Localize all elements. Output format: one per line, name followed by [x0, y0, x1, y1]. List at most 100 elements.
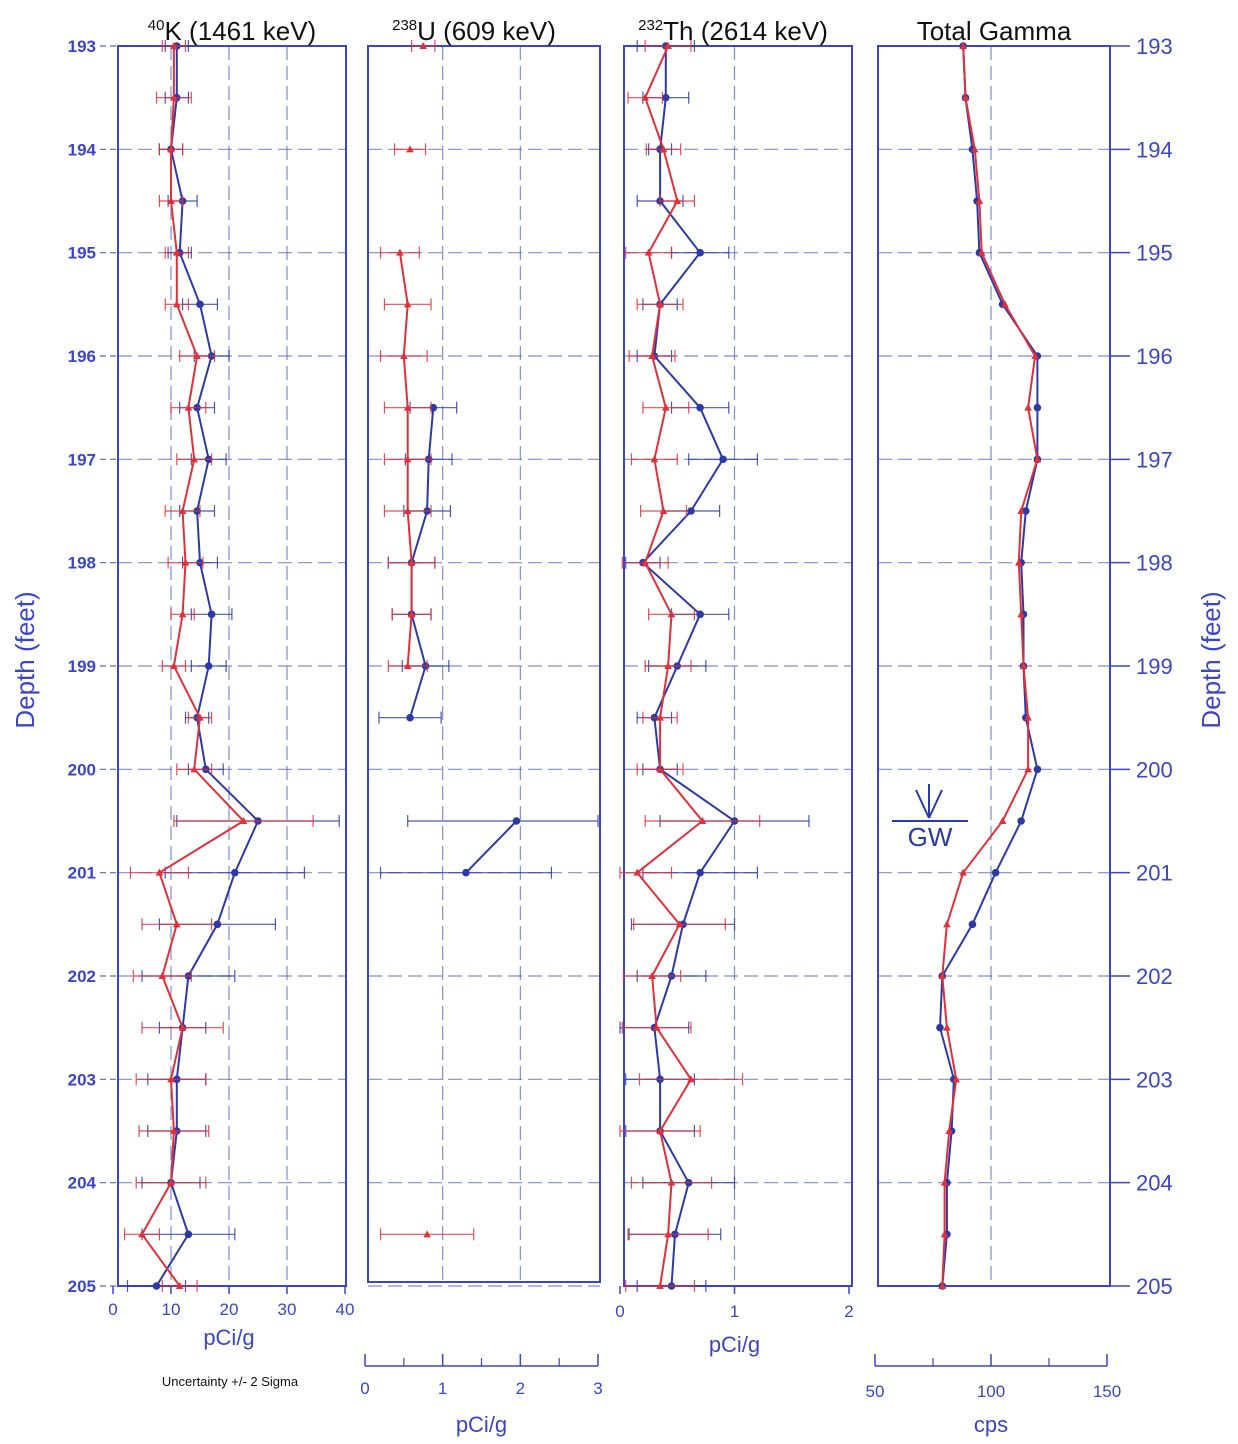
data-point [687, 1075, 695, 1083]
data-point [648, 972, 656, 979]
x-tick-label: 10 [162, 1300, 181, 1319]
data-point [662, 93, 670, 102]
data-point [662, 403, 670, 411]
depth-axis-title-left: Depth (feet) [10, 591, 40, 728]
x-tick-label: 0 [360, 1379, 369, 1398]
data-point [423, 1230, 431, 1238]
data-point [403, 507, 412, 514]
depth-tick-label-left: 197 [68, 450, 96, 469]
data-point [1017, 610, 1025, 618]
panel-4: Total Gamma 50 100 150 cps [866, 16, 1122, 1437]
data-point [675, 920, 684, 928]
data-point [213, 920, 222, 929]
data-point [158, 972, 167, 979]
data-point [403, 300, 412, 308]
series-series_a [123, 40, 314, 1292]
data-point [667, 610, 676, 618]
series-series_a [411, 40, 436, 52]
x-tick-label: 30 [278, 1300, 297, 1319]
series-series_a [393, 143, 427, 156]
panel-frame [117, 45, 347, 1287]
depth-tick-label-left: 201 [68, 864, 96, 883]
panel-title: 238U (609 keV) [392, 16, 556, 46]
data-point [406, 145, 414, 153]
depth-tick-label-left: 203 [68, 1070, 96, 1089]
data-point [656, 1282, 664, 1289]
data-point [184, 403, 193, 411]
data-point [462, 868, 470, 877]
data-point [1033, 403, 1042, 412]
depth-tick-label-left: 205 [68, 1277, 96, 1296]
data-point [652, 1023, 661, 1031]
panel-2: 238U (609 keV) 0 1 2 3 pCi/g [360, 16, 602, 1437]
depth-axis-left: 193 194 195 196 197 198 199 200 201 202 203 204 205 [68, 37, 118, 1296]
depth-tick-label-left: 198 [68, 554, 96, 573]
x-axis: 0 10 20 30 40 pCi/g [108, 1286, 354, 1350]
data-point [204, 662, 213, 670]
data-point [419, 42, 428, 49]
data-point [936, 1023, 944, 1032]
depth-tick-label-left: 200 [68, 760, 96, 779]
depth-tick-label-right: 198 [1136, 551, 1173, 576]
data-point [641, 558, 649, 566]
data-point [1015, 558, 1023, 566]
data-point [644, 248, 653, 256]
data-point [175, 1282, 184, 1289]
data-point [1031, 352, 1039, 359]
depth-tick-label-left: 193 [68, 37, 96, 56]
panel-title-superscript: 238 [392, 17, 417, 34]
data-point [940, 1178, 949, 1186]
data-point [696, 403, 704, 412]
depth-tick-label-left: 195 [68, 244, 96, 263]
series-series_b [379, 815, 599, 879]
data-point [196, 713, 204, 721]
data-point [945, 1127, 954, 1134]
data-point [664, 662, 672, 669]
depth-axis-right: 193 194 195 196 197 198 199 200 201 202 203 204 205 [1110, 34, 1173, 1299]
panel-title-main: K (1461 keV) [164, 16, 316, 46]
data-point [940, 1230, 949, 1238]
data-point [207, 610, 216, 619]
x-axis: 0 1 2 3 pCi/g [360, 1354, 603, 1437]
x-axis: 50 100 150 cps [866, 1354, 1121, 1437]
x-tick-label: 1 [438, 1379, 447, 1398]
data-point [407, 610, 416, 618]
data-point [403, 455, 412, 463]
data-point [656, 1127, 664, 1134]
data-point [650, 455, 659, 463]
panel-title: Total Gamma [917, 16, 1072, 46]
data-point [975, 197, 984, 204]
x-tick-label: 2 [844, 1302, 853, 1321]
panel-title-superscript: 232 [638, 17, 663, 34]
data-point [1001, 300, 1009, 308]
data-point [178, 1023, 187, 1031]
data-point [155, 868, 164, 876]
depth-tick-label-left: 196 [68, 347, 96, 366]
gw-marker-arrow-right [928, 789, 943, 819]
x-tick-label: 50 [866, 1382, 885, 1401]
panel-frame [623, 45, 853, 1287]
x-axis-unit: cps [974, 1412, 1008, 1437]
data-point [959, 868, 967, 876]
data-point [664, 42, 672, 49]
data-point [170, 93, 178, 101]
depth-tick-label-right: 193 [1136, 34, 1173, 59]
depth-axis-title-right: Depth (feet) [1196, 591, 1226, 728]
data-point [406, 713, 414, 722]
data-point [396, 248, 404, 256]
data-point [170, 662, 178, 669]
data-point [664, 1230, 672, 1238]
x-tick-label: 1 [730, 1302, 739, 1321]
data-point [1024, 765, 1032, 773]
panel-3: 232Th (2614 keV) 0 1 2 pCi/g [615, 16, 853, 1357]
data-point [1033, 765, 1042, 774]
x-tick-label: 20 [220, 1300, 239, 1319]
data-point [196, 300, 204, 309]
depth-tick-label-right: 199 [1136, 654, 1173, 679]
data-point [938, 972, 947, 979]
depth-tick-label-left: 204 [68, 1174, 97, 1193]
depth-tick-label-right: 201 [1136, 861, 1173, 886]
data-point [512, 817, 521, 825]
data-point [968, 920, 977, 929]
